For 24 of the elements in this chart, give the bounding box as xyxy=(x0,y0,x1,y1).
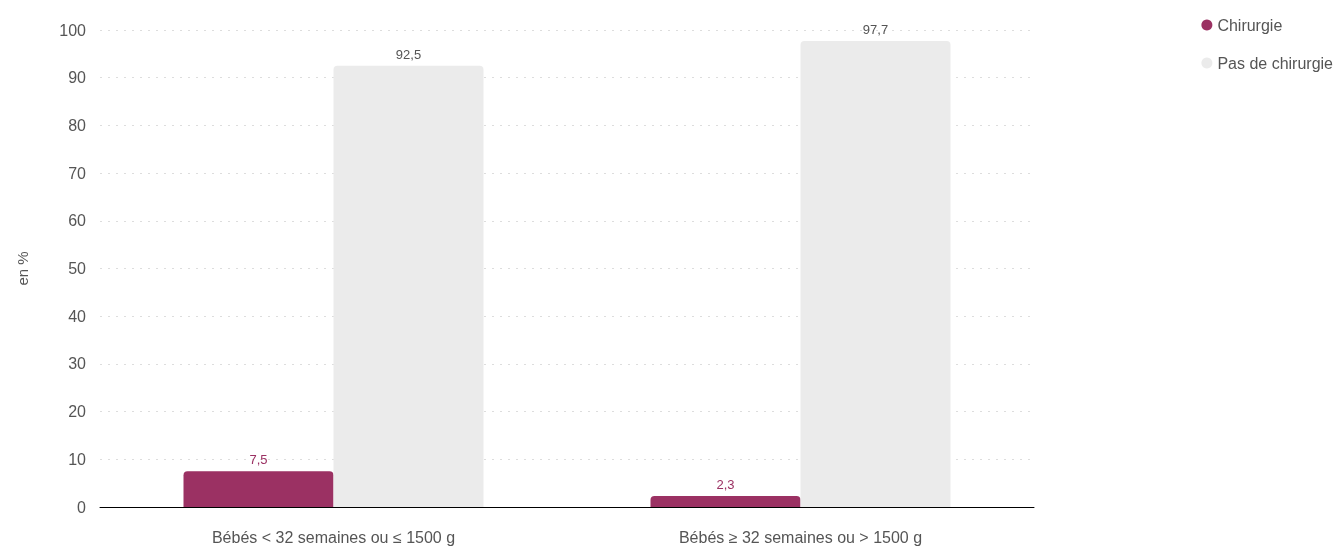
x-tick-label: Bébés < 32 semaines ou ≤ 1500 g xyxy=(211,528,456,546)
y-tick-label: 80 xyxy=(68,116,87,134)
y-tick-label: 10 xyxy=(68,450,87,468)
bar xyxy=(650,496,801,507)
data-label: 2,3 xyxy=(716,477,735,493)
y-tick-label: 40 xyxy=(68,307,87,325)
bar xyxy=(333,65,484,507)
bar xyxy=(183,471,334,507)
y-tick-label: 50 xyxy=(68,260,87,277)
y-tick-label: 70 xyxy=(68,164,87,182)
y-tick-label: 0 xyxy=(77,498,87,516)
y-tick-label: 30 xyxy=(68,355,87,373)
data-label: 7,5 xyxy=(249,452,268,468)
bar xyxy=(800,40,951,507)
y-tick-label: 90 xyxy=(68,69,87,87)
data-label: 97,7 xyxy=(862,21,889,37)
y-tick-label: 20 xyxy=(68,403,87,421)
legend-label: Pas de chirurgie xyxy=(1217,54,1334,72)
y-axis-title: en % xyxy=(14,251,31,286)
data-label: 92,5 xyxy=(395,46,422,62)
y-tick-label: 100 xyxy=(59,21,87,39)
y-tick-label: 60 xyxy=(68,212,87,230)
x-tick-label: Bébés ≥ 32 semaines ou > 1500 g xyxy=(678,528,923,546)
legend-label: Chirurgie xyxy=(1217,16,1283,34)
